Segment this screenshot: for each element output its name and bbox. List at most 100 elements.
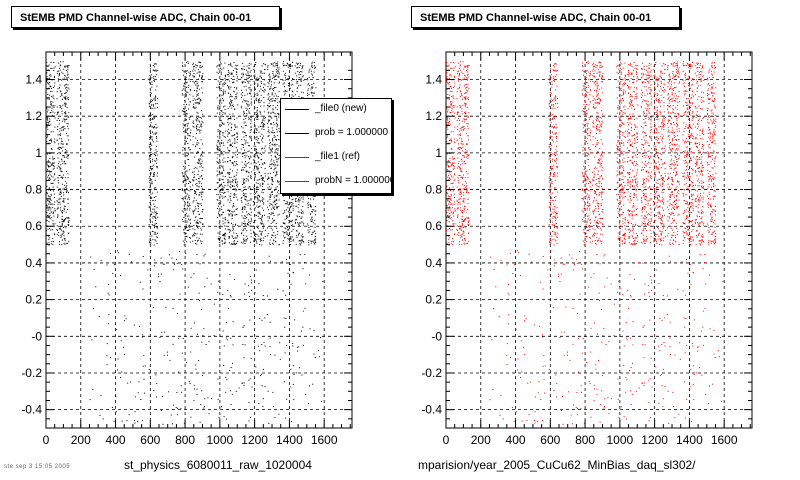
data-point [222, 234, 224, 236]
data-point [197, 112, 199, 114]
data-point [267, 233, 269, 235]
data-point [232, 106, 234, 108]
data-point [151, 119, 153, 120]
data-point [197, 78, 199, 80]
data-point [220, 153, 222, 155]
data-point [150, 94, 151, 96]
legend-entry: _file1 (ref) [281, 149, 391, 165]
data-point [229, 96, 231, 98]
data-point [222, 234, 224, 236]
data-point [453, 162, 455, 164]
data-point [222, 189, 223, 191]
data-point [238, 387, 240, 389]
data-point [465, 163, 467, 165]
data-point [275, 174, 277, 176]
data-point [196, 127, 197, 129]
data-point [68, 139, 69, 141]
data-point [56, 98, 58, 100]
data-point [253, 132, 255, 133]
data-point [222, 211, 224, 213]
data-point [236, 97, 237, 99]
data-point [228, 228, 230, 230]
data-point [197, 65, 199, 67]
data-point [253, 115, 255, 117]
data-point [237, 133, 239, 135]
data-point [229, 231, 230, 233]
data-point [245, 203, 247, 205]
data-point [291, 236, 293, 238]
data-point [46, 141, 48, 143]
data-point [200, 99, 201, 100]
data-point [250, 126, 252, 128]
data-point [456, 153, 458, 155]
data-point [262, 406, 264, 408]
data-point [199, 130, 201, 132]
data-point [305, 283, 307, 285]
data-point [253, 251, 255, 253]
data-point [198, 170, 200, 172]
data-point [246, 170, 248, 172]
data-point [186, 221, 188, 223]
data-point [68, 112, 70, 114]
data-point [194, 102, 196, 104]
data-point [230, 160, 231, 162]
data-point [61, 211, 63, 213]
data-point [273, 206, 275, 208]
data-point [236, 139, 238, 140]
data-point [48, 235, 50, 237]
data-point [222, 179, 224, 181]
data-point [228, 242, 230, 244]
data-point [312, 211, 313, 213]
data-point [182, 123, 184, 125]
data-point [228, 211, 230, 212]
data-point [236, 149, 238, 151]
data-point [201, 175, 203, 177]
data-point [52, 111, 54, 113]
data-point [313, 243, 315, 245]
data-point [292, 365, 294, 367]
data-point [56, 153, 58, 155]
data-point [217, 141, 219, 143]
y-tick-label: -0.4 [21, 403, 42, 417]
data-point [460, 93, 462, 95]
data-point [188, 178, 190, 180]
data-point [253, 92, 255, 94]
data-point [159, 281, 161, 282]
data-point [63, 128, 65, 130]
data-point [50, 199, 52, 201]
data-point [196, 111, 198, 113]
data-point [458, 202, 460, 203]
data-point [262, 226, 264, 228]
data-point [52, 131, 54, 133]
data-point [228, 209, 230, 211]
data-point [243, 186, 245, 188]
data-point [198, 129, 200, 131]
data-point [549, 189, 551, 191]
data-point [202, 73, 204, 75]
data-point [154, 97, 156, 99]
data-point [278, 413, 280, 415]
data-point [276, 191, 278, 193]
data-point [157, 106, 159, 108]
data-point [201, 242, 203, 244]
data-point [468, 139, 469, 141]
data-point [255, 145, 257, 147]
data-point [260, 234, 262, 236]
data-point [187, 205, 189, 207]
data-point [249, 204, 251, 206]
data-point [258, 206, 260, 208]
data-point [450, 67, 452, 69]
data-point [230, 99, 231, 101]
data-point [150, 197, 152, 199]
data-point [223, 192, 225, 194]
data-point [188, 127, 190, 129]
data-point [253, 108, 255, 110]
data-point [261, 163, 263, 165]
data-point [307, 78, 308, 80]
data-point [467, 65, 469, 67]
data-point [60, 190, 62, 192]
data-point [185, 132, 187, 134]
data-point [242, 230, 244, 232]
data-point [250, 225, 252, 227]
data-point [59, 135, 61, 136]
